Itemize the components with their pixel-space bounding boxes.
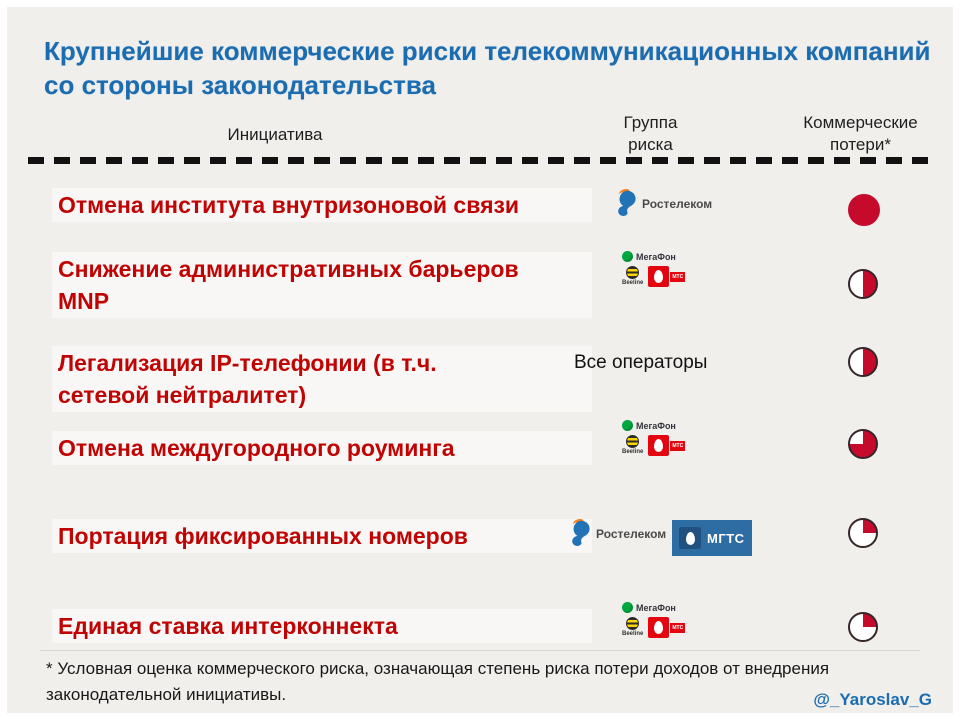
all-operators-label: Все операторы: [574, 352, 708, 373]
mgts-logo-label: МГТС: [707, 530, 745, 546]
mts-logo-icon: [648, 617, 670, 638]
beeline-logo-label: Beeline: [622, 449, 644, 455]
rostelecom-logo-icon: [618, 189, 636, 216]
harvey-ball: [848, 269, 878, 299]
operators-logos-row: Beeline МТС: [622, 266, 686, 287]
mts-logo-label: МТС: [670, 622, 686, 633]
mts-logo-label: МТС: [670, 440, 686, 451]
mts-logo: МТС: [648, 266, 686, 287]
initiative-text: Единая ставка интерконнекта: [52, 609, 592, 644]
megafon-logo-icon: [622, 602, 633, 613]
rostelecom-logo-icon: [572, 519, 590, 546]
megafon-logo: МегаФон: [622, 602, 685, 613]
harvey-ball: [848, 194, 880, 226]
initiative-text: Портация фиксированных номеров: [52, 519, 592, 554]
footnote-divider: [40, 650, 920, 651]
beeline-logo-label: Beeline: [622, 280, 644, 286]
operators-logos: МегаФон Beeline МТС: [622, 420, 686, 456]
operators-logos-row: Beeline МТС: [622, 435, 686, 456]
mts-egg-icon: [654, 439, 664, 452]
column-header-risk-group: Группа риска: [623, 113, 678, 155]
harvey-ball: [848, 347, 878, 377]
megafon-logo-icon: [622, 251, 633, 262]
beeline-logo: Beeline: [622, 266, 643, 286]
mts-egg-icon: [654, 270, 664, 283]
mts-logo: МТС: [648, 435, 686, 456]
harvey-ball: [848, 518, 878, 548]
mgts-logo-icon: [679, 527, 701, 549]
mgts-egg-icon: [685, 531, 695, 545]
megafon-logo: МегаФон: [622, 251, 685, 262]
megafon-logo-icon: [622, 420, 633, 431]
operators-logos: МегаФон Beeline МТС: [622, 251, 686, 287]
rostelecom-logo: Ростелеком: [616, 188, 712, 219]
operators-logos-row: Beeline МТС: [622, 617, 686, 638]
megafon-logo-label: МегаФон: [636, 420, 676, 431]
mgts-logo: МГТС: [672, 520, 752, 556]
rostelecom-logo-label: Ростелеком: [642, 196, 713, 211]
mts-logo-icon: [648, 266, 670, 287]
beeline-logo-icon: [626, 266, 640, 279]
mts-egg-icon: [654, 621, 664, 634]
harvey-ball: [848, 612, 878, 642]
mts-logo-icon: [648, 435, 670, 456]
megafon-logo-label: МегаФон: [636, 251, 676, 262]
megafon-logo-label: МегаФон: [636, 602, 676, 613]
operators-logos: МегаФон Beeline МТС: [622, 602, 686, 638]
footnote-text: * Условная оценка коммерческого риска, о…: [46, 659, 830, 705]
mts-logo-label: МТС: [670, 271, 686, 282]
rostelecom-logo-label: Ростелеком: [596, 526, 667, 541]
initiative-text: Снижение административных барьеров MNP: [52, 252, 592, 319]
megafon-logo: МегаФон: [622, 420, 685, 431]
mts-logo: МТС: [648, 617, 686, 638]
column-header-initiative: Инициатива: [227, 125, 323, 144]
beeline-logo-icon: [626, 435, 640, 448]
initiative-text: Отмена института внутризоновой связи: [52, 188, 592, 223]
initiative-text: Легализация IP-телефонии (в т.ч. сетевой…: [52, 346, 592, 413]
beeline-logo: Beeline: [622, 435, 643, 455]
harvey-ball: [848, 429, 878, 459]
beeline-logo: Beeline: [622, 617, 643, 637]
rostelecom-logo: Ростелеком: [570, 518, 666, 549]
initiative-text: Отмена междугородного роуминга: [52, 431, 592, 466]
author-handle: @_Yaroslav_G: [813, 690, 932, 709]
slide-title: Крупнейшие коммерческие риски телекоммун…: [44, 36, 931, 101]
column-header-commercial-losses: Коммерческие потери*: [803, 113, 918, 155]
beeline-logo-label: Beeline: [622, 631, 644, 637]
beeline-logo-icon: [626, 617, 640, 630]
dashed-divider: [28, 157, 934, 164]
